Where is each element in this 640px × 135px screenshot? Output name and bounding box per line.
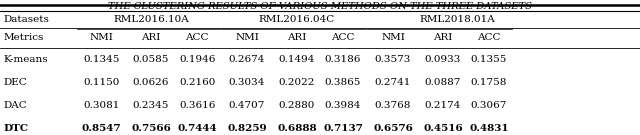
Text: 0.3186: 0.3186 bbox=[325, 55, 361, 64]
Text: 0.1355: 0.1355 bbox=[471, 55, 507, 64]
Text: 0.1758: 0.1758 bbox=[471, 78, 507, 87]
Text: THE CLUSTERING RESULTS OF VARIOUS METHODS ON THE THREE DATASETS: THE CLUSTERING RESULTS OF VARIOUS METHOD… bbox=[108, 2, 532, 11]
Text: 0.2880: 0.2880 bbox=[279, 101, 315, 110]
Text: ACC: ACC bbox=[186, 33, 209, 42]
Text: K-means: K-means bbox=[3, 55, 48, 64]
Text: 0.1150: 0.1150 bbox=[84, 78, 120, 87]
Text: 0.2345: 0.2345 bbox=[133, 101, 169, 110]
Text: 0.1494: 0.1494 bbox=[279, 55, 315, 64]
Text: 0.0933: 0.0933 bbox=[425, 55, 461, 64]
Text: Datasets: Datasets bbox=[3, 15, 49, 24]
Text: 0.4707: 0.4707 bbox=[229, 101, 265, 110]
Text: 0.4831: 0.4831 bbox=[469, 124, 509, 133]
Text: DTC: DTC bbox=[3, 124, 28, 133]
Text: DAC: DAC bbox=[3, 101, 27, 110]
Text: 0.2741: 0.2741 bbox=[375, 78, 411, 87]
Text: 0.3616: 0.3616 bbox=[179, 101, 215, 110]
Text: 0.1946: 0.1946 bbox=[179, 55, 215, 64]
Text: RML2016.10A: RML2016.10A bbox=[113, 15, 189, 24]
Text: 0.2174: 0.2174 bbox=[425, 101, 461, 110]
Text: 0.2674: 0.2674 bbox=[229, 55, 265, 64]
Text: 0.0887: 0.0887 bbox=[425, 78, 461, 87]
Text: 0.6888: 0.6888 bbox=[277, 124, 317, 133]
Text: 0.1345: 0.1345 bbox=[84, 55, 120, 64]
Text: 0.8547: 0.8547 bbox=[82, 124, 122, 133]
Text: NMI: NMI bbox=[235, 33, 259, 42]
Text: 0.0585: 0.0585 bbox=[133, 55, 169, 64]
Text: ARI: ARI bbox=[433, 33, 452, 42]
Text: 0.2160: 0.2160 bbox=[179, 78, 215, 87]
Text: 0.0626: 0.0626 bbox=[133, 78, 169, 87]
Text: NMI: NMI bbox=[381, 33, 405, 42]
Text: ACC: ACC bbox=[477, 33, 500, 42]
Text: ARI: ARI bbox=[141, 33, 161, 42]
Text: 0.7137: 0.7137 bbox=[323, 124, 363, 133]
Text: RML2018.01A: RML2018.01A bbox=[419, 15, 495, 24]
Text: 0.3034: 0.3034 bbox=[229, 78, 265, 87]
Text: 0.3984: 0.3984 bbox=[325, 101, 361, 110]
Text: 0.3573: 0.3573 bbox=[375, 55, 411, 64]
Text: Metrics: Metrics bbox=[3, 33, 44, 42]
Text: DEC: DEC bbox=[3, 78, 27, 87]
Text: 0.3865: 0.3865 bbox=[325, 78, 361, 87]
Text: 0.2022: 0.2022 bbox=[279, 78, 315, 87]
Text: ACC: ACC bbox=[332, 33, 355, 42]
Text: 0.7566: 0.7566 bbox=[131, 124, 171, 133]
Text: 0.4516: 0.4516 bbox=[423, 124, 463, 133]
Text: 0.3067: 0.3067 bbox=[471, 101, 507, 110]
Text: NMI: NMI bbox=[90, 33, 114, 42]
Text: 0.7444: 0.7444 bbox=[177, 124, 217, 133]
Text: 0.8259: 0.8259 bbox=[227, 124, 267, 133]
Text: ARI: ARI bbox=[287, 33, 307, 42]
Text: 0.6576: 0.6576 bbox=[373, 124, 413, 133]
Text: 0.3768: 0.3768 bbox=[375, 101, 411, 110]
Text: RML2016.04C: RML2016.04C bbox=[259, 15, 335, 24]
Text: 0.3081: 0.3081 bbox=[84, 101, 120, 110]
